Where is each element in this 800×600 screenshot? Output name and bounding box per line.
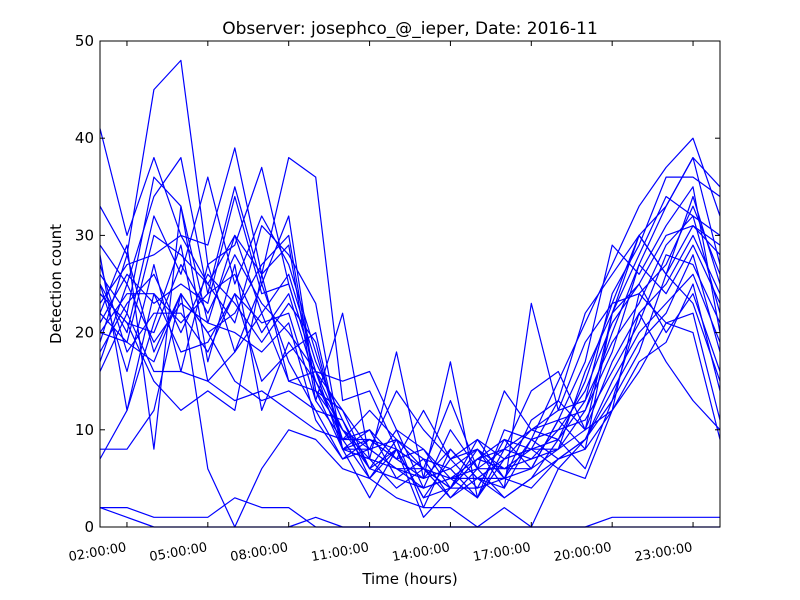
- series-lines-group: [99, 59, 721, 528]
- y-axis-label: Detection count: [47, 224, 65, 344]
- series-line-21: [99, 225, 721, 518]
- chart-title: Observer: josephco_@_ieper, Date: 2016-1…: [222, 19, 598, 39]
- plot-area-frame: [99, 40, 721, 528]
- y-axis-ticks: 0 10 20 30 40 50: [75, 32, 720, 536]
- series-line-2: [99, 59, 721, 499]
- y-tick-label-20: 20: [75, 324, 94, 342]
- series-line-18: [99, 264, 721, 499]
- series-line-16: [99, 254, 721, 499]
- y-tick-label-50: 50: [75, 32, 94, 50]
- y-tick-label-10: 10: [75, 421, 94, 439]
- series-line-3: [99, 157, 721, 460]
- x-axis-label: Time (hours): [361, 570, 457, 588]
- series-line-8: [99, 195, 721, 479]
- y-tick-label-0: 0: [84, 518, 94, 536]
- series-line-22: [100, 293, 721, 499]
- y-tick-label-30: 30: [75, 226, 94, 244]
- series-line-20: [99, 293, 721, 528]
- series-line-6: [99, 195, 721, 489]
- y-tick-label-40: 40: [75, 129, 94, 147]
- series-line-4: [99, 176, 721, 499]
